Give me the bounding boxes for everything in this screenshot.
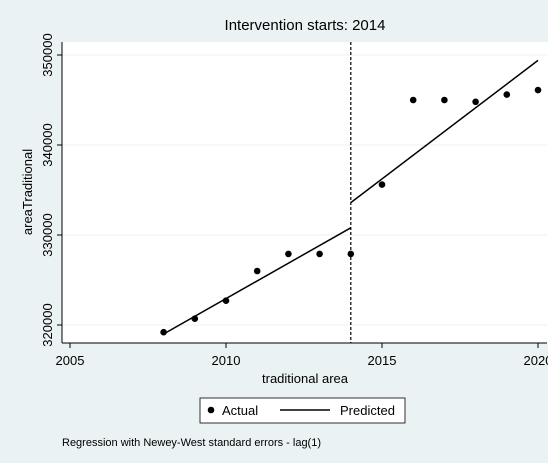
- y-tick-label: 350000: [40, 33, 55, 76]
- point: [316, 250, 323, 258]
- y-tick-label: 330000: [40, 213, 55, 256]
- legend-label: Actual: [222, 403, 258, 418]
- x-axis-title: traditional area: [262, 371, 349, 386]
- point: [441, 96, 448, 104]
- x-tick-label: 2005: [56, 353, 85, 368]
- point: [253, 267, 261, 275]
- point: [347, 250, 355, 258]
- x-tick-label: 2015: [368, 353, 397, 368]
- point: [472, 98, 479, 106]
- x-tick-label: 2010: [212, 353, 241, 368]
- point: [503, 91, 511, 98]
- point: [409, 96, 417, 104]
- point: [378, 181, 386, 188]
- note: Regression with Newey-West standard erro…: [62, 437, 321, 449]
- y-tick-label: 320000: [40, 303, 55, 346]
- y-axis-title: areaTraditional: [20, 149, 35, 235]
- y-tick-label: 340000: [40, 123, 55, 166]
- legend-marker: [207, 406, 215, 414]
- point: [534, 86, 542, 94]
- legend-label: Predicted: [340, 403, 395, 418]
- x-tick-label: 2020: [524, 353, 548, 368]
- plot-area: [62, 42, 548, 343]
- predicted-line: [163, 59, 539, 335]
- chart-title: Intervention starts: 2014: [225, 17, 386, 34]
- point: [285, 250, 292, 258]
